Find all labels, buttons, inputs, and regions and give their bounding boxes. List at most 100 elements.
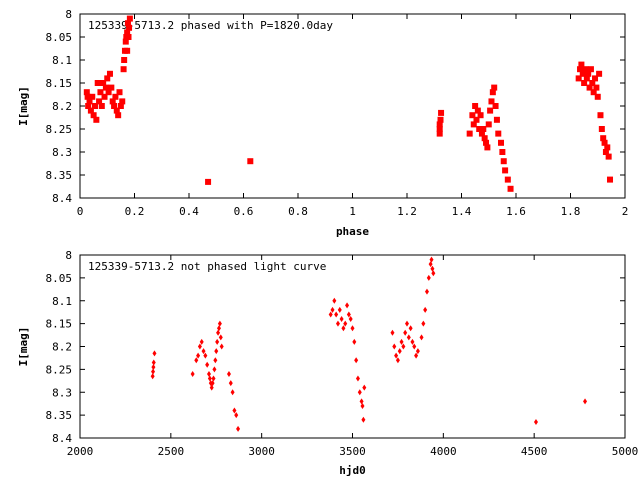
unphased-data-point [207, 375, 212, 382]
unphased-data-point [403, 329, 408, 336]
unphased-y-tick-label: 8.1 [52, 295, 72, 308]
phased-data-point [594, 93, 601, 100]
unphased-data-point [190, 370, 195, 377]
unphased-data-point [399, 338, 404, 345]
phased-data-point [437, 116, 444, 123]
unphased-data-point [216, 329, 221, 336]
unphased-data-point [397, 348, 402, 355]
phased-data-point [91, 103, 98, 109]
unphased-data-point [355, 375, 360, 382]
phased-data-point [86, 98, 93, 105]
phased-data-point [83, 89, 90, 96]
unphased-light-curve-panel: 2000 2500 3000 3500 4000 4500 5000 8 8.05 8.1 8.15… [17, 249, 638, 477]
phased-data-point [121, 57, 128, 63]
unphased-data-point [328, 311, 333, 318]
phased-data-point [602, 149, 609, 155]
phased-y-tick-label: 8.2 [52, 100, 72, 113]
phased-data-point [125, 34, 132, 40]
unphased-y-tick-label: 8.3 [52, 386, 72, 399]
unphased-x-tick-label: 2000 [67, 445, 94, 458]
unphased-data-point [421, 320, 426, 327]
phased-x-tick-label: 1.2 [397, 205, 417, 218]
unphased-data-point [332, 297, 337, 304]
phased-x-tick-label: 0.4 [179, 205, 199, 218]
unphased-data-point [218, 334, 223, 341]
unphased-data-point [216, 325, 221, 332]
unphased-data-point [215, 338, 220, 345]
phased-data-point [126, 24, 133, 31]
unphased-data-point [583, 398, 588, 405]
unphased-data-point [395, 357, 400, 364]
unphased-data-point [414, 352, 419, 359]
phased-y-tick-label: 8.05 [46, 31, 73, 44]
phased-data-point [485, 121, 492, 128]
unphased-data-point [430, 265, 435, 272]
unphased-data-point [348, 316, 353, 323]
unphased-x-axis-title: hjd0 [339, 464, 366, 477]
phased-data-point [119, 98, 126, 105]
unphased-data-point [197, 343, 202, 350]
phased-data-point [507, 185, 514, 192]
unphased-data-point [228, 380, 233, 387]
phased-data-point [493, 116, 500, 123]
unphased-y-tick-label: 8.25 [46, 363, 73, 376]
unphased-x-tick-label: 4500 [521, 445, 548, 458]
phased-x-tick-label: 1.4 [452, 205, 472, 218]
phased-data-point [596, 70, 603, 77]
phased-data-point [90, 112, 97, 119]
phased-data-point [247, 158, 254, 165]
phased-light-curve-panel: 0 0.2 0.4 0.6 0.8 1 1.2 1.4 1.6 1.8 2 8 8.05 8.1 8.15 8… [17, 8, 628, 238]
phased-data-point [108, 84, 115, 91]
phased-data-point [484, 144, 491, 151]
phased-x-tick-label: 0.2 [125, 205, 145, 218]
phased-data-point [466, 130, 473, 137]
phased-data-point [205, 178, 212, 185]
unphased-data-point [151, 368, 156, 375]
phased-data-point [601, 139, 608, 146]
unphased-x-tick-label: 5000 [612, 445, 639, 458]
phased-data-point [474, 107, 481, 114]
unphased-x-tick-label: 3500 [339, 445, 366, 458]
unphased-data-point [350, 325, 355, 332]
phased-data-point [100, 80, 107, 86]
phased-data-point [582, 66, 589, 73]
phased-data-point [122, 38, 129, 45]
phased-data-point [577, 66, 584, 73]
phased-data-point [104, 75, 111, 82]
unphased-data-point [429, 256, 434, 263]
unphased-y-axis-title: I[mag] [17, 327, 30, 367]
phased-data-point [473, 116, 480, 123]
unphased-data-point [360, 402, 365, 409]
unphased-data-point [203, 352, 208, 359]
unphased-data-point [405, 320, 409, 327]
phased-data-point [578, 61, 585, 68]
phased-data-point [480, 126, 487, 132]
unphased-data-point [428, 261, 433, 268]
phased-data-point [488, 98, 495, 105]
phased-data-point [604, 144, 611, 151]
phased-y-tick-label: 8.25 [46, 123, 73, 136]
phased-data-point [575, 75, 582, 82]
unphased-data-point [362, 384, 367, 391]
phased-data-point [111, 103, 118, 109]
phased-x-tick-label: 0 [77, 205, 84, 218]
unphased-y-tick-label: 8.2 [52, 341, 72, 354]
phased-data-point [102, 84, 109, 91]
unphased-data-point [219, 343, 224, 350]
phased-data-point [495, 130, 502, 137]
phased-data-point [472, 103, 479, 109]
phased-y-axis-title: I[mag] [17, 86, 30, 126]
unphased-data-point [205, 361, 210, 368]
unphased-data-point [211, 375, 216, 382]
phased-data-point [124, 29, 131, 36]
unphased-data-point [346, 311, 351, 318]
phased-data-point [115, 112, 122, 119]
unphased-data-point [394, 352, 399, 359]
unphased-data-point [426, 274, 431, 281]
phased-data-point [97, 89, 104, 96]
phased-data-point [600, 135, 607, 142]
unphased-data-point [343, 320, 348, 327]
phased-data-point [436, 121, 443, 128]
unphased-x-tick-label: 4000 [430, 445, 457, 458]
phased-y-tick-label: 8.3 [52, 146, 72, 159]
